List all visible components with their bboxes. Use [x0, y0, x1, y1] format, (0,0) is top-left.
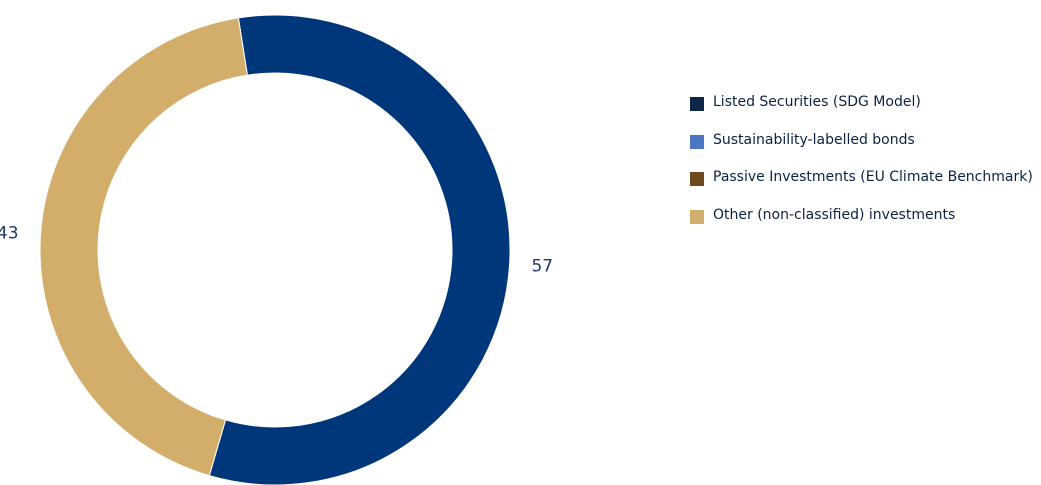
- legend-item-other-investments[interactable]: Other (non-classified) investments: [690, 205, 1033, 225]
- data-label-listed-securities-sdg-model: 57: [531, 256, 553, 276]
- legend-label-sustainability-bonds: Sustainability-labelled bonds: [713, 131, 915, 148]
- legend-swatch-listed-securities: [690, 97, 704, 111]
- donut-slices: [39, 14, 511, 485]
- chart-legend: Listed Securities (SDG Model) Sustainabi…: [690, 92, 1033, 242]
- legend-item-listed-securities[interactable]: Listed Securities (SDG Model): [690, 92, 1033, 112]
- donut-plot: 57430: [0, 14, 553, 485]
- legend-item-passive-investments[interactable]: Passive Investments (EU Climate Benchmar…: [690, 167, 1033, 187]
- legend-label-listed-securities: Listed Securities (SDG Model): [713, 94, 921, 110]
- legend-swatch-other-investments: [690, 209, 704, 224]
- legend-swatch-sustainability-bonds: [690, 134, 704, 149]
- legend-label-other-investments: Other (non-classified) investments: [713, 206, 956, 223]
- data-label-other-non-classified-investments: 43: [0, 224, 19, 244]
- legend-label-passive-investments: Passive Investments (EU Climate Benchmar…: [713, 169, 1033, 185]
- donut-slice-other-non-classified-investments[interactable]: [39, 17, 248, 477]
- legend-item-sustainability-bonds[interactable]: Sustainability-labelled bonds: [690, 130, 1033, 150]
- donut-data-labels: 57430: [0, 224, 553, 277]
- donut-slice-listed-securities-sdg-model[interactable]: [208, 14, 511, 485]
- legend-swatch-passive-investments: [690, 172, 704, 186]
